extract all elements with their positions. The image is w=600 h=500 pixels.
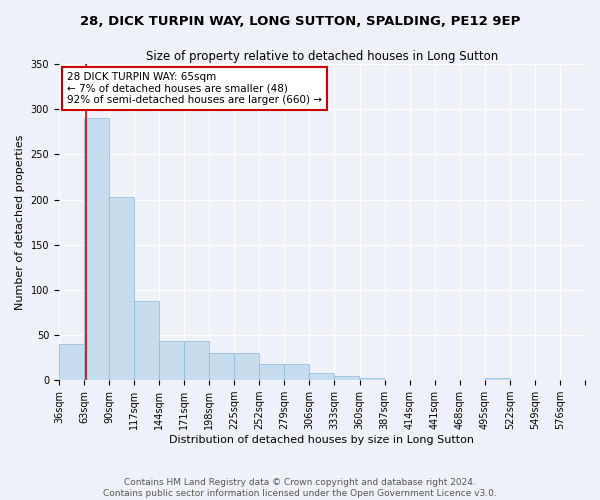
X-axis label: Distribution of detached houses by size in Long Sutton: Distribution of detached houses by size … <box>169 435 475 445</box>
Bar <box>84 118 109 380</box>
Text: 28, DICK TURPIN WAY, LONG SUTTON, SPALDING, PE12 9EP: 28, DICK TURPIN WAY, LONG SUTTON, SPALDI… <box>80 15 520 28</box>
Bar <box>259 364 284 380</box>
Text: 28 DICK TURPIN WAY: 65sqm
← 7% of detached houses are smaller (48)
92% of semi-d: 28 DICK TURPIN WAY: 65sqm ← 7% of detach… <box>67 72 322 106</box>
Bar <box>485 378 509 380</box>
Y-axis label: Number of detached properties: Number of detached properties <box>15 134 25 310</box>
Bar <box>109 197 134 380</box>
Bar <box>284 364 309 380</box>
Title: Size of property relative to detached houses in Long Sutton: Size of property relative to detached ho… <box>146 50 498 63</box>
Bar <box>184 342 209 380</box>
Bar <box>234 353 259 380</box>
Bar <box>159 342 184 380</box>
Bar <box>359 378 385 380</box>
Bar <box>59 344 83 380</box>
Bar <box>134 301 159 380</box>
Bar <box>334 376 359 380</box>
Bar <box>310 373 334 380</box>
Bar <box>209 353 234 380</box>
Text: Contains HM Land Registry data © Crown copyright and database right 2024.
Contai: Contains HM Land Registry data © Crown c… <box>103 478 497 498</box>
